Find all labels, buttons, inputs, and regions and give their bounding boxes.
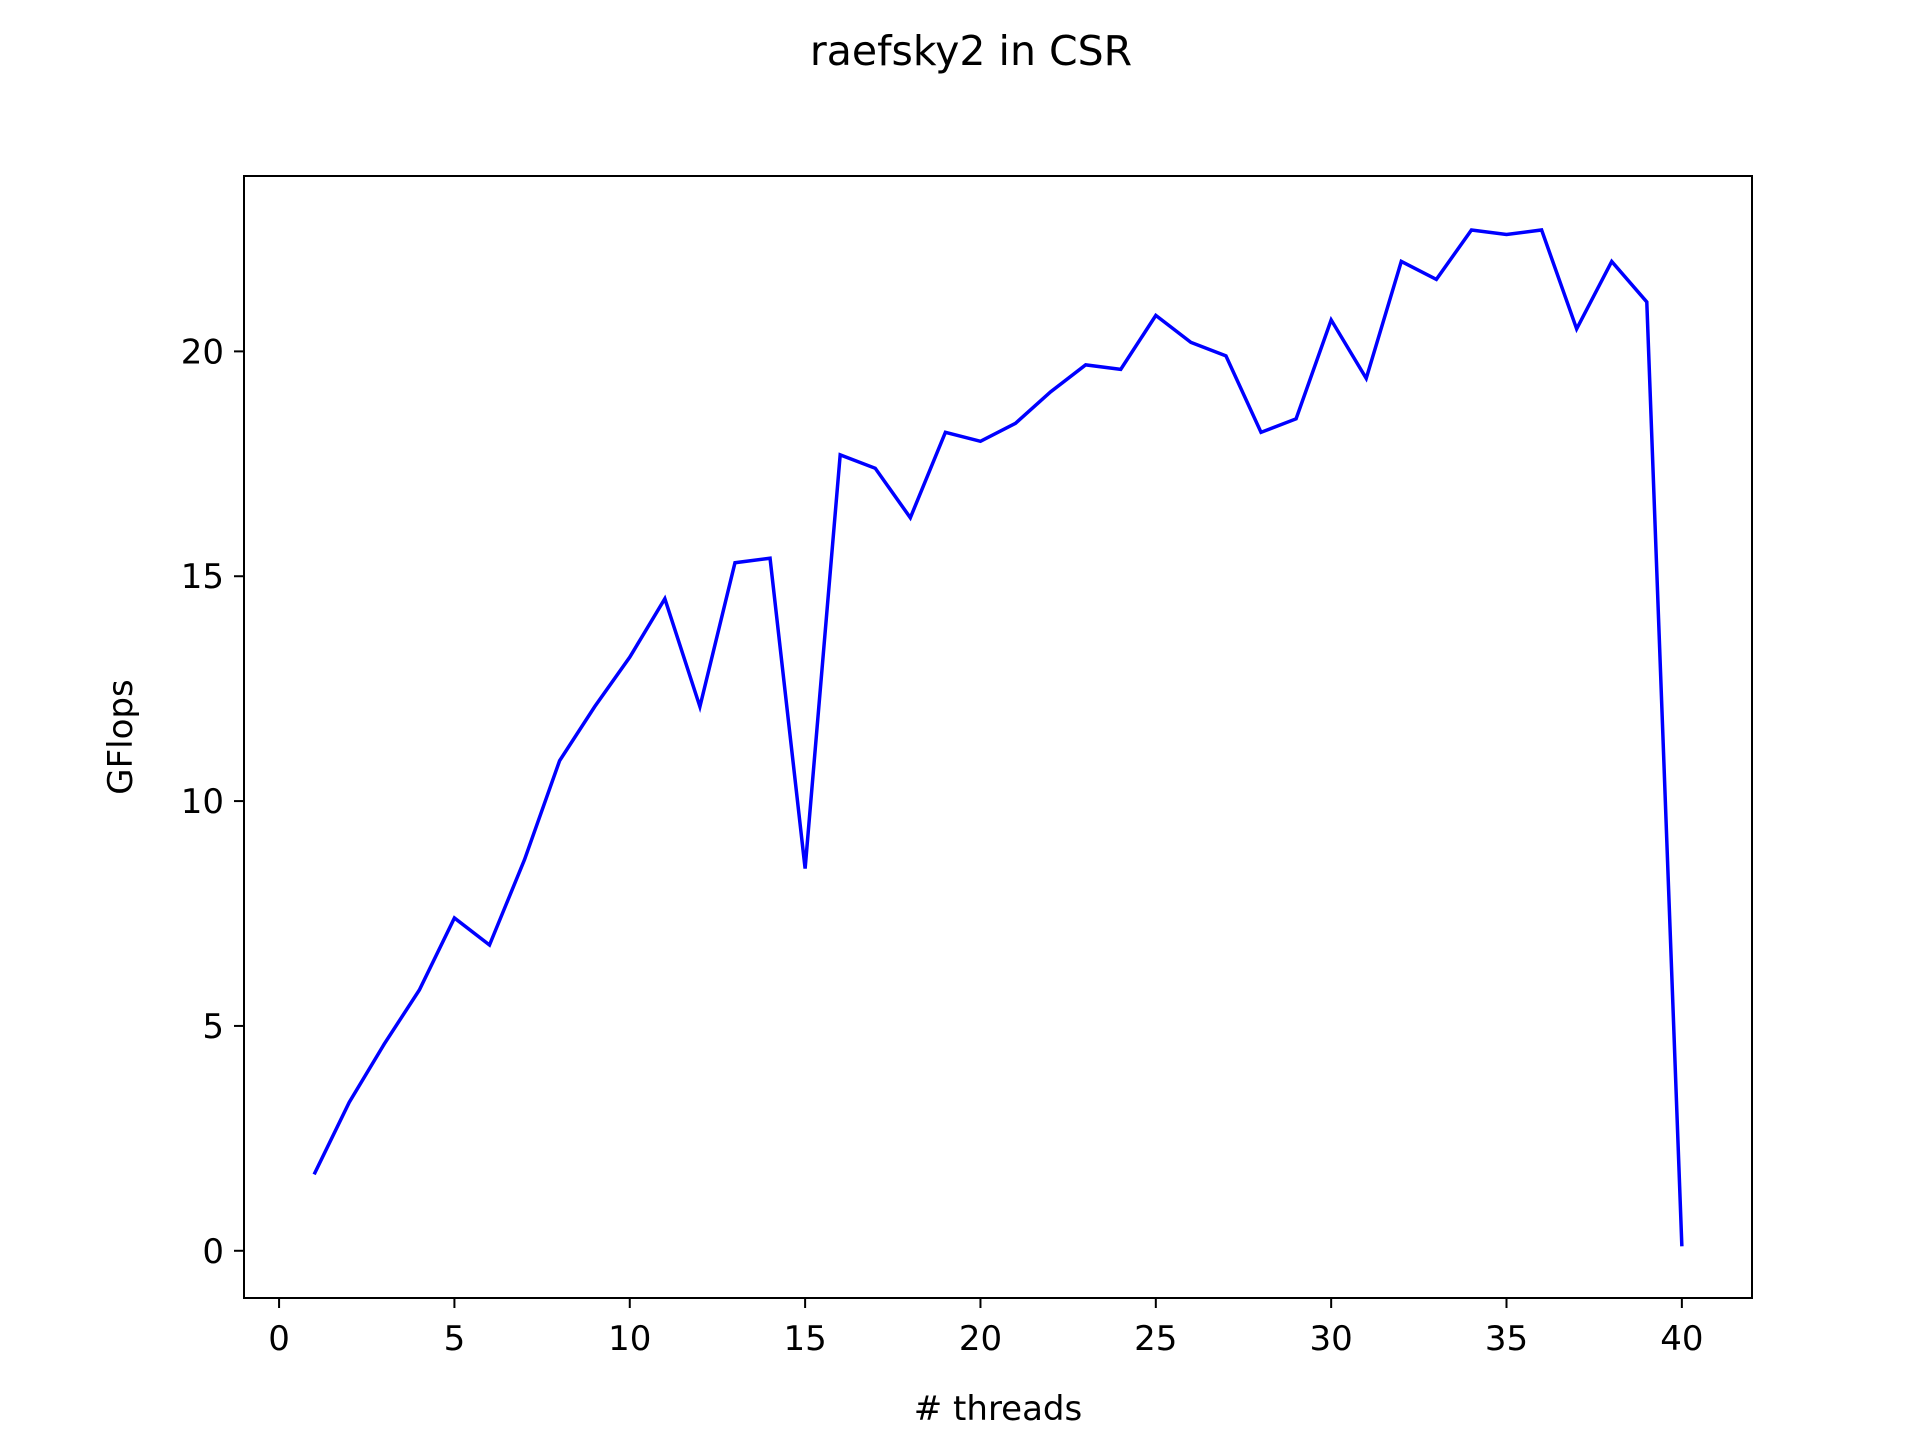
tick-layer: 0 5 10 15 20 25 30 35 40 0 5 10 15 20 <box>181 332 1704 1359</box>
y-tick-label: 0 <box>202 1232 224 1272</box>
x-tick-label: 20 <box>959 1319 1002 1359</box>
x-tick-label: 5 <box>444 1319 466 1359</box>
y-axis-title: GFlops <box>101 679 141 794</box>
x-tick-label: 35 <box>1485 1319 1528 1359</box>
x-tick-label: 10 <box>608 1319 651 1359</box>
series-line <box>312 228 1684 1247</box>
x-tick-label: 25 <box>1134 1319 1177 1359</box>
series-layer <box>312 228 1684 1247</box>
x-tick-label: 0 <box>268 1319 290 1359</box>
x-axis-title: # threads <box>914 1389 1082 1429</box>
chart-title: raefsky2 in CSR <box>810 27 1132 75</box>
y-tick-label: 10 <box>181 782 224 822</box>
x-tick-label: 30 <box>1310 1319 1353 1359</box>
x-tick-label: 15 <box>783 1319 826 1359</box>
plot-frame <box>243 175 1753 1299</box>
y-tick-label: 5 <box>202 1007 224 1047</box>
y-tick-label: 20 <box>181 332 224 372</box>
y-tick-label: 15 <box>181 557 224 597</box>
x-tick-label: 40 <box>1660 1319 1703 1359</box>
